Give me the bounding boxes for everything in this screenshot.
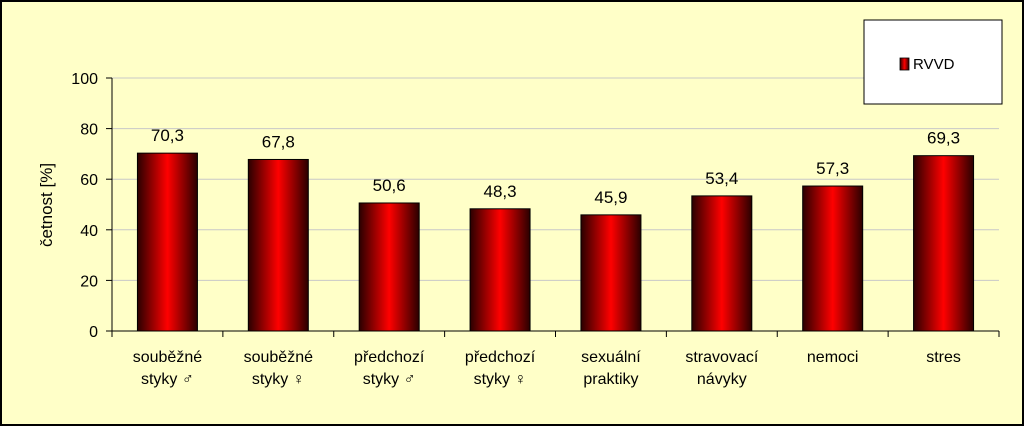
bar [136, 152, 198, 332]
data-label: 50,6 [373, 176, 406, 195]
bar [247, 158, 309, 332]
x-tick-label: předchozí [465, 349, 536, 366]
bar [469, 208, 531, 332]
labels: 70,3 souběžné styky ♂ 67,8 souběžné styky ♀ 50… [133, 126, 961, 388]
x-tick-label: nemoci [807, 349, 859, 366]
x-tick-label: stravovací [685, 349, 758, 366]
y-tick-label: 0 [89, 324, 98, 341]
y-tick-label: 100 [71, 71, 98, 88]
bars [136, 152, 975, 332]
legend-swatch [899, 57, 910, 71]
x-tick-label: praktiky [583, 371, 638, 388]
x-tick-label: styky ♀ [252, 371, 305, 388]
x-tick-label: souběžné [244, 349, 313, 366]
bar [913, 155, 975, 332]
bar [691, 195, 753, 332]
x-tick-label: styky ♂ [363, 371, 416, 388]
y-tick-label: 20 [80, 273, 98, 290]
x-tick-label: návyky [697, 371, 747, 388]
data-label: 53,4 [705, 169, 738, 188]
y-axis-label: četnost [%] [37, 163, 56, 247]
gridlines [112, 77, 999, 281]
y-tick-label: 40 [80, 223, 98, 240]
axes: 0 20 40 60 80 100 [71, 71, 1000, 341]
data-label: 69,3 [927, 129, 960, 148]
x-tick-label: styky ♀ [474, 371, 527, 388]
data-label: 67,8 [262, 132, 295, 151]
bar [358, 202, 420, 332]
y-tick-label: 80 [80, 122, 98, 139]
y-tick-label: 60 [80, 172, 98, 189]
legend-label: RVVD [913, 56, 955, 73]
data-label: 57,3 [816, 159, 849, 178]
data-label: 48,3 [484, 182, 517, 201]
legend-box [863, 19, 1003, 105]
bar [802, 185, 864, 332]
x-tick-label: souběžné [133, 349, 202, 366]
data-label: 45,9 [594, 188, 627, 207]
x-tick-label: sexuální [581, 349, 641, 366]
data-label: 70,3 [151, 126, 184, 145]
legend: RVVD [863, 19, 1003, 105]
bar [580, 214, 642, 332]
x-tick-label: styky ♂ [141, 371, 194, 388]
x-tick-label: předchozí [354, 349, 425, 366]
x-tick-label: stres [926, 349, 961, 366]
